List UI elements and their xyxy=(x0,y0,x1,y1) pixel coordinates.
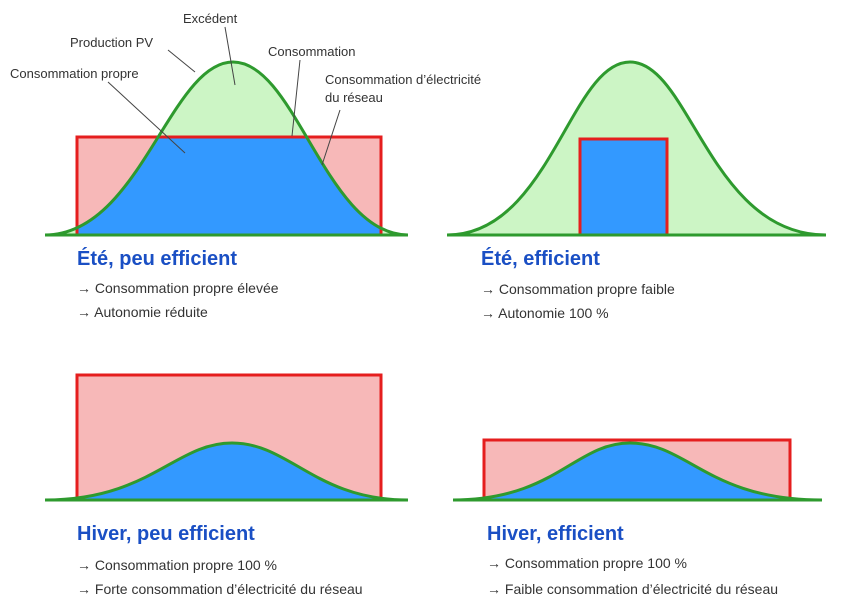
consumption-outline xyxy=(578,137,669,235)
annotation: du réseau xyxy=(325,90,383,105)
panel-winter-inefficient: Hiver, peu efficient → Consommation prop… xyxy=(44,373,409,597)
leader-line xyxy=(167,49,196,73)
bullet: → Forte consommation d’électricité du ré… xyxy=(77,581,363,597)
pv-curve xyxy=(452,441,823,502)
pv-curve xyxy=(446,60,827,237)
panel-title: Hiver, efficient xyxy=(487,523,624,545)
self-consumption-area xyxy=(45,443,408,500)
bullet: → Autonomie réduite xyxy=(77,304,208,320)
annotation: Excédent xyxy=(183,11,238,26)
annotation: Production PV xyxy=(70,35,153,50)
consumption-outline xyxy=(482,438,792,500)
self-consumption-area xyxy=(77,137,381,235)
annotation: Consommation propre xyxy=(10,66,139,81)
panel-title: Hiver, peu efficient xyxy=(77,523,255,545)
annotation: Consommation d’électricité xyxy=(325,72,481,87)
leader-line xyxy=(321,109,341,166)
panel-summer-efficient: Été, efficient → Consommation propre fai… xyxy=(446,60,827,321)
panel-winter-efficient: Hiver, efficient → Consommation propre 1… xyxy=(452,438,823,597)
pv-curve xyxy=(44,441,409,502)
panel-summer-inefficient: Excédent Production PV Consommation Cons… xyxy=(10,11,481,320)
panel-title: Été, efficient xyxy=(481,247,600,270)
consumption-outline xyxy=(75,135,383,235)
bullet: → Consommation propre 100 % xyxy=(487,555,687,571)
panel-title: Été, peu efficient xyxy=(77,247,237,270)
leader-line xyxy=(291,59,301,137)
bullet: → Consommation propre faible xyxy=(481,281,675,297)
self-consumption-area xyxy=(580,139,667,235)
pv-curve xyxy=(44,60,409,237)
bullet: → Consommation propre 100 % xyxy=(77,557,277,573)
leader-line xyxy=(224,26,236,86)
bullet: → Autonomie 100 % xyxy=(481,305,609,321)
bullet: → Faible consommation d’électricité du r… xyxy=(487,581,778,597)
leader-line xyxy=(107,81,186,154)
self-consumption-area xyxy=(453,443,822,500)
bullet: → Consommation propre élevée xyxy=(77,280,279,296)
annotation: Consommation xyxy=(268,44,355,59)
consumption-outline xyxy=(75,373,383,500)
